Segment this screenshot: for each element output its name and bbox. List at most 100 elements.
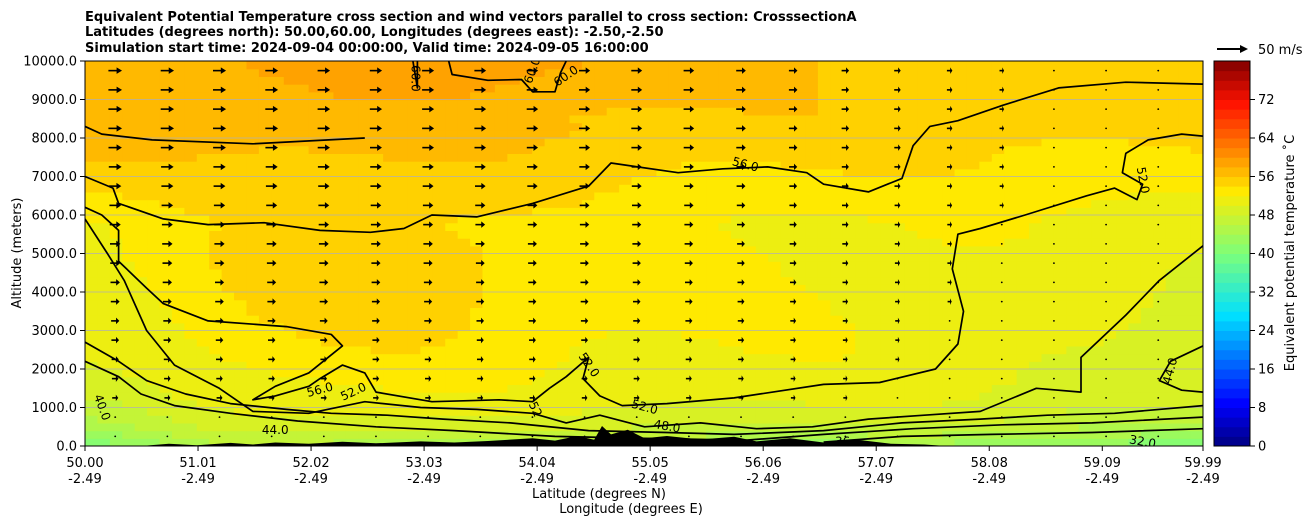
field-cell — [979, 184, 993, 193]
wind-vector — [166, 435, 169, 438]
field-cell — [296, 415, 310, 424]
field-cell — [693, 292, 707, 301]
field-cell — [308, 161, 322, 170]
field-cell — [942, 338, 956, 347]
wind-vector — [1105, 127, 1107, 130]
field-cell — [892, 130, 906, 139]
field-cell — [880, 145, 894, 154]
field-cell — [420, 315, 434, 324]
wind-vector — [213, 105, 227, 113]
field-cell — [221, 376, 235, 385]
field-cell — [1153, 369, 1167, 378]
field-cell — [1178, 415, 1192, 424]
field-cell — [606, 268, 620, 278]
field-cell — [917, 322, 931, 332]
field-cell — [631, 284, 645, 293]
field-cell — [743, 330, 757, 339]
wind-vector — [267, 279, 277, 286]
field-cell — [407, 61, 421, 70]
field-cell — [544, 299, 558, 308]
field-cell — [569, 76, 583, 85]
wind-vector — [896, 377, 899, 380]
field-cell — [842, 245, 856, 255]
field-cell — [1078, 238, 1092, 247]
wind-vector — [372, 336, 380, 344]
field-cell — [1041, 230, 1055, 239]
field-cell — [184, 268, 198, 278]
field-cell — [383, 384, 397, 393]
field-cell — [470, 261, 484, 270]
field-cell — [209, 276, 223, 285]
field-cell — [395, 107, 409, 116]
wind-vector — [580, 279, 589, 286]
field-cell — [1041, 292, 1055, 301]
field-cell — [519, 369, 533, 378]
field-cell — [171, 284, 185, 293]
field-cell — [109, 330, 123, 339]
field-cell — [942, 76, 956, 85]
field-cell — [954, 161, 968, 170]
wind-vector — [474, 144, 487, 151]
field-cell — [1066, 292, 1080, 301]
field-cell — [283, 245, 297, 255]
wind-vector — [790, 298, 797, 305]
field-cell — [296, 292, 310, 301]
wind-vector — [684, 202, 694, 209]
field-cell — [122, 222, 136, 231]
field-cell — [482, 184, 496, 193]
field-cell — [457, 168, 471, 178]
field-cell — [470, 369, 484, 378]
field-cell — [581, 345, 595, 355]
field-cell — [954, 84, 968, 93]
field-cell — [1091, 392, 1105, 401]
field-cell — [755, 68, 769, 77]
field-cell — [1165, 68, 1179, 77]
field-cell — [420, 322, 434, 332]
field-cell — [966, 392, 980, 401]
field-cell — [432, 76, 446, 85]
field-cell — [358, 315, 372, 324]
field-cell — [97, 153, 111, 162]
y-axis-ticks: 0.01000.02000.03000.04000.05000.06000.07… — [23, 55, 85, 455]
field-cell — [246, 338, 260, 347]
wind-vector — [423, 279, 433, 286]
wind-vector — [684, 182, 694, 190]
field-cell — [159, 238, 173, 247]
field-cell — [85, 238, 99, 247]
field-cell — [432, 84, 446, 93]
wind-vector — [948, 339, 951, 342]
field-cell — [482, 369, 496, 378]
wind-vector — [375, 435, 377, 438]
field-cell — [1140, 245, 1154, 255]
field-cell — [507, 307, 521, 316]
field-cell — [532, 253, 546, 262]
field-cell — [519, 207, 533, 216]
wind-vector — [213, 125, 227, 132]
field-cell — [1140, 284, 1154, 293]
field-cell — [221, 261, 235, 270]
wind-vector — [894, 182, 901, 190]
wind-vector — [740, 416, 742, 419]
field-cell — [805, 392, 819, 401]
field-cell — [1066, 191, 1080, 201]
field-cell — [656, 91, 670, 101]
field-cell — [706, 91, 720, 101]
field-cell — [358, 284, 372, 293]
field-cell — [1153, 215, 1167, 224]
field-cell — [1053, 268, 1067, 278]
field-cell — [718, 91, 732, 101]
field-cell — [867, 430, 881, 439]
field-cell — [1116, 68, 1130, 77]
field-cell — [1165, 315, 1179, 324]
field-cell — [1016, 99, 1030, 108]
field-cell — [147, 392, 161, 401]
wind-vector — [635, 416, 638, 419]
wind-vector — [1105, 204, 1107, 207]
field-cell — [296, 253, 310, 262]
field-cell — [209, 361, 223, 370]
field-cell — [134, 84, 148, 93]
field-cell — [395, 345, 409, 355]
field-cell — [209, 338, 223, 347]
field-cell — [1016, 430, 1030, 439]
field-cell — [979, 114, 993, 124]
